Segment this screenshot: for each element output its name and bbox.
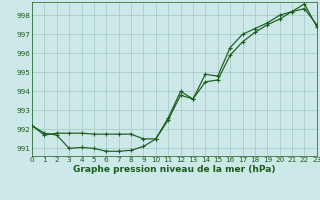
X-axis label: Graphe pression niveau de la mer (hPa): Graphe pression niveau de la mer (hPa) xyxy=(73,165,276,174)
